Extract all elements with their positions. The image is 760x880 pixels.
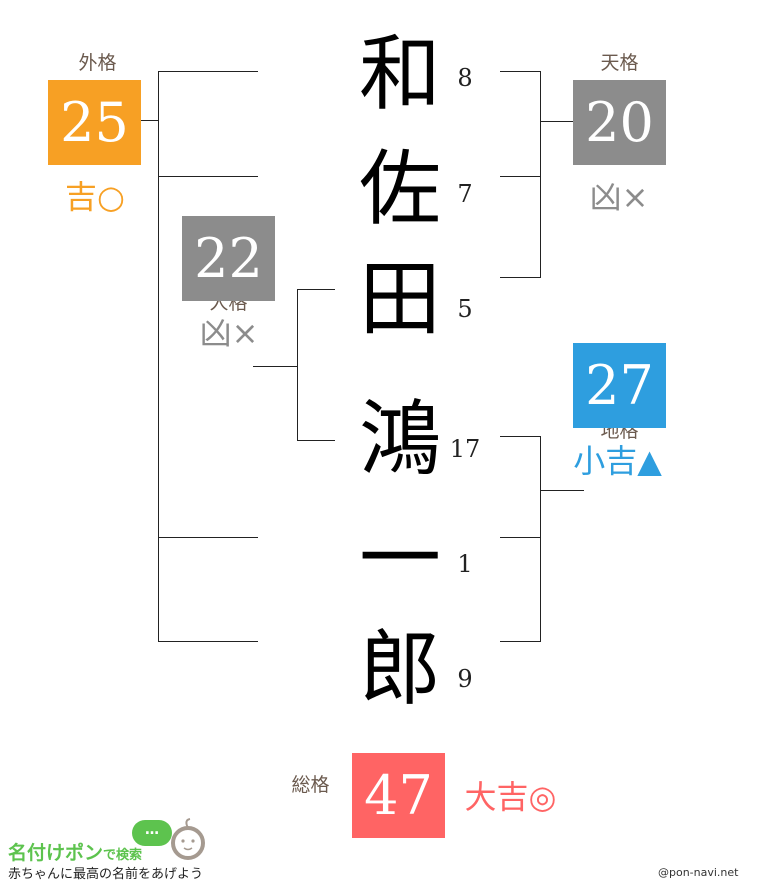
site-logo[interactable]: 名付けポンで検索 <box>8 842 143 864</box>
name-char-5: 一 <box>358 512 441 607</box>
name-char-6: 郎 <box>358 622 441 717</box>
bracket-line <box>158 176 258 177</box>
stroke-count-1: 8 <box>457 64 473 92</box>
stroke-count-3: 5 <box>457 295 473 323</box>
chikaku-result: 小吉▲ <box>573 442 662 480</box>
tenkaku-box: 20 <box>573 80 666 165</box>
soukaku-result: 大吉◎ <box>464 778 557 816</box>
jinkaku-result: 凶× <box>199 314 259 352</box>
bracket-line <box>500 176 540 177</box>
bracket-line <box>540 71 541 278</box>
connector-line <box>540 490 584 491</box>
bracket-line <box>500 641 540 642</box>
name-char-3: 田 <box>358 252 441 347</box>
bracket-line <box>297 440 335 441</box>
tenkaku-label: 天格 <box>600 52 639 74</box>
bracket-line <box>500 277 540 278</box>
stroke-count-5: 1 <box>457 550 473 578</box>
bracket-line <box>500 71 540 72</box>
gaikaku-label: 外格 <box>78 52 117 74</box>
connector-line <box>540 121 573 122</box>
site-credit: @pon-navi.net <box>658 866 739 879</box>
bracket-line <box>158 71 159 642</box>
chat-bubble-icon: … <box>132 820 172 846</box>
stroke-count-6: 9 <box>457 665 473 693</box>
jinkaku-box: 22 <box>182 216 275 301</box>
tenkaku-result: 凶× <box>589 178 649 216</box>
bracket-line <box>500 537 540 538</box>
name-char-1: 和 <box>358 27 441 122</box>
bracket-line <box>500 436 540 437</box>
connector-line <box>253 366 297 367</box>
bracket-line <box>158 71 258 72</box>
gaikaku-result: 吉○ <box>65 178 125 216</box>
connector-line <box>141 120 158 121</box>
baby-face-icon <box>171 818 205 860</box>
name-char-2: 佐 <box>358 142 441 237</box>
name-char-4: 鴻 <box>358 392 441 487</box>
gaikaku-box: 25 <box>48 80 141 165</box>
stroke-count-4: 17 <box>449 435 481 463</box>
chikaku-box: 27 <box>573 343 666 428</box>
bracket-line <box>158 641 258 642</box>
bracket-line <box>158 537 258 538</box>
tagline: 赤ちゃんに最高の名前をあげよう <box>8 867 204 880</box>
soukaku-label: 総格 <box>291 774 330 796</box>
soukaku-box: 47 <box>352 753 445 838</box>
bracket-line <box>297 289 335 290</box>
bracket-line <box>540 436 541 642</box>
bracket-line <box>297 289 298 441</box>
stroke-count-2: 7 <box>457 180 473 208</box>
